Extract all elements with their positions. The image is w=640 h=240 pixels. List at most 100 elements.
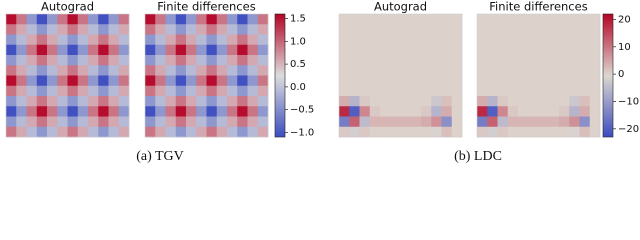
heatmap-cell [487, 75, 498, 87]
heatmap-cell [175, 34, 187, 46]
heatmap-cell [359, 106, 371, 117]
heatmap-cell [67, 85, 79, 97]
heatmap-cell [36, 126, 48, 138]
heatmap-cell [538, 34, 550, 46]
heatmap-cell [528, 75, 539, 87]
heatmap-cell [518, 96, 529, 107]
heatmap-cell [528, 65, 539, 76]
heatmap-cell [559, 14, 570, 25]
heatmap-cell [247, 75, 259, 87]
heatmap-cell [431, 85, 442, 97]
heatmap-cell [88, 34, 99, 46]
heatmap-cell [369, 85, 381, 97]
heatmap-cell [57, 106, 68, 117]
heatmap-cell [421, 55, 432, 66]
heatmap-cell [6, 96, 17, 107]
heatmap-cell [451, 116, 463, 128]
colorbar-tick-label: 0 [618, 69, 624, 80]
heatmap-cell [118, 75, 130, 87]
heatmap-cell [548, 14, 560, 25]
heatmap-cell [88, 116, 99, 128]
heatmap-cell [400, 65, 412, 76]
heatmap-cell [589, 65, 601, 76]
heatmap-cell [431, 116, 442, 128]
heatmap-cell [6, 14, 17, 25]
heatmap-cell [528, 106, 539, 117]
heatmap-cell [538, 44, 550, 56]
heatmap-cell [175, 24, 187, 35]
heatmap-cell [88, 75, 99, 87]
heatmap-cell [47, 116, 58, 128]
heatmap-cell [67, 34, 79, 46]
heatmap-cell [369, 126, 381, 138]
heatmap-cell [237, 14, 248, 25]
colorbar-tick-label: 1.5 [290, 14, 306, 25]
heatmap-cell [410, 85, 422, 97]
heatmap-cell [237, 116, 248, 128]
heatmap-cell [206, 116, 218, 128]
heatmap-cell [206, 55, 218, 66]
heatmap-cell [487, 44, 498, 56]
heatmap-cell [118, 85, 130, 97]
figure: Autograd Finite differences 1.5 1.0 0.5 0.0 −0… [5, 0, 639, 164]
heatmap-cell [569, 55, 580, 66]
heatmap-cell [216, 85, 228, 97]
heatmap-cell [421, 34, 432, 46]
heatmap-cell [16, 55, 27, 66]
heatmap-cell [57, 126, 68, 138]
heatmap-cell [579, 14, 591, 25]
heatmap-cell [247, 44, 259, 56]
heatmap-cell [165, 75, 177, 87]
heatmap-cell [227, 106, 238, 117]
colorbar-tick-label: −20 [618, 124, 639, 135]
heatmap-cell [400, 75, 412, 87]
heatmap-cell [410, 106, 422, 117]
heatmap-cell [227, 24, 238, 35]
heatmap-cell [380, 34, 391, 46]
heatmap-cell [165, 116, 177, 128]
heatmap-cell [26, 106, 38, 117]
heatmap-cell [165, 24, 177, 35]
heatmap-cell [16, 75, 27, 87]
heatmap-cell [206, 85, 218, 97]
heatmap-cell [186, 75, 197, 87]
heatmap-cell [77, 65, 89, 76]
heatmap-cell [349, 116, 360, 128]
heatmap-cell [410, 55, 422, 66]
heatmap-cell [145, 24, 156, 35]
heatmap-cell [47, 34, 58, 46]
heatmap-cell [559, 55, 570, 66]
heatmap-cell [186, 126, 197, 138]
heatmap-cell [196, 65, 207, 76]
heatmap-cell [431, 14, 442, 25]
heatmap-cell [145, 44, 156, 56]
heatmap-cell [26, 126, 38, 138]
heatmap-cell [26, 96, 38, 107]
heatmap-cell [441, 55, 453, 66]
heatmap-cell [257, 85, 269, 97]
caption: (a) TGV [136, 149, 184, 164]
heatmap-cell [390, 126, 401, 138]
heatmap-cell [441, 96, 453, 107]
heatmap-cell [186, 34, 197, 46]
heatmap-cell [237, 44, 248, 56]
heatmap-cell [421, 85, 432, 97]
heatmap-cell [165, 65, 177, 76]
heatmap-cell [579, 106, 591, 117]
heatmap-cell [227, 44, 238, 56]
heatmap-cell [441, 126, 453, 138]
heatmap-cell [237, 126, 248, 138]
heatmap-cell [451, 65, 463, 76]
heatmap-cell [349, 14, 360, 25]
heatmap-cell [145, 96, 156, 107]
heatmap-cell [518, 75, 529, 87]
heatmap-cell [6, 55, 17, 66]
heatmap-cell [165, 96, 177, 107]
heatmap-cell [216, 75, 228, 87]
heatmap-cell [380, 75, 391, 87]
heatmap-cell [16, 24, 27, 35]
heatmap-cell [380, 24, 391, 35]
heatmap-cell [528, 34, 539, 46]
heatmap-cell [57, 85, 68, 97]
heatmap-cell [569, 106, 580, 117]
